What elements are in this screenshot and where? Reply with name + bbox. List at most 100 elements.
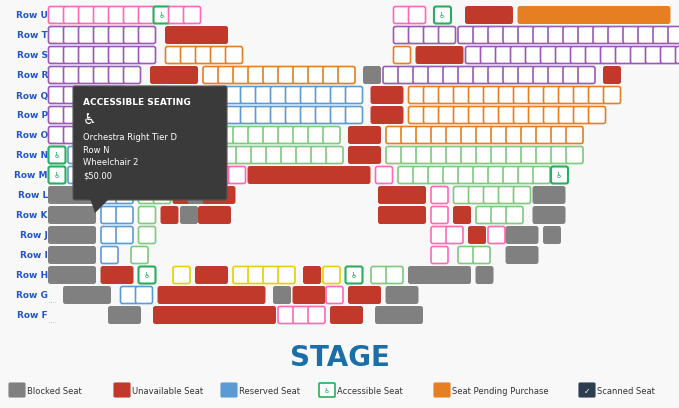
- FancyBboxPatch shape: [278, 67, 295, 84]
- FancyBboxPatch shape: [153, 7, 170, 24]
- FancyBboxPatch shape: [615, 47, 633, 64]
- FancyBboxPatch shape: [188, 286, 205, 304]
- FancyBboxPatch shape: [401, 146, 418, 164]
- FancyBboxPatch shape: [116, 266, 133, 284]
- Text: Row P: Row P: [17, 111, 48, 120]
- FancyBboxPatch shape: [394, 7, 411, 24]
- FancyBboxPatch shape: [548, 186, 565, 204]
- FancyBboxPatch shape: [543, 106, 560, 124]
- FancyBboxPatch shape: [308, 67, 325, 84]
- FancyBboxPatch shape: [653, 27, 670, 44]
- FancyBboxPatch shape: [555, 47, 572, 64]
- FancyBboxPatch shape: [483, 86, 500, 104]
- FancyBboxPatch shape: [371, 86, 388, 104]
- FancyBboxPatch shape: [206, 146, 223, 164]
- FancyBboxPatch shape: [533, 67, 550, 84]
- FancyBboxPatch shape: [551, 166, 568, 184]
- FancyBboxPatch shape: [158, 126, 175, 144]
- Text: Reserved Seat: Reserved Seat: [239, 386, 300, 395]
- FancyBboxPatch shape: [416, 146, 433, 164]
- FancyBboxPatch shape: [196, 47, 213, 64]
- FancyBboxPatch shape: [64, 86, 81, 104]
- FancyBboxPatch shape: [124, 27, 141, 44]
- FancyBboxPatch shape: [278, 306, 295, 324]
- FancyBboxPatch shape: [285, 106, 303, 124]
- FancyBboxPatch shape: [498, 186, 515, 204]
- FancyBboxPatch shape: [79, 246, 96, 264]
- FancyBboxPatch shape: [293, 306, 310, 324]
- FancyBboxPatch shape: [439, 86, 456, 104]
- FancyBboxPatch shape: [173, 186, 190, 204]
- FancyBboxPatch shape: [498, 86, 515, 104]
- FancyBboxPatch shape: [188, 126, 205, 144]
- FancyBboxPatch shape: [304, 266, 320, 284]
- FancyBboxPatch shape: [536, 146, 553, 164]
- FancyBboxPatch shape: [139, 47, 155, 64]
- FancyBboxPatch shape: [559, 86, 576, 104]
- FancyBboxPatch shape: [64, 286, 81, 304]
- FancyBboxPatch shape: [198, 166, 215, 184]
- FancyBboxPatch shape: [548, 206, 565, 224]
- FancyBboxPatch shape: [79, 47, 96, 64]
- FancyBboxPatch shape: [139, 226, 155, 244]
- FancyBboxPatch shape: [173, 126, 190, 144]
- FancyBboxPatch shape: [533, 166, 550, 184]
- FancyBboxPatch shape: [196, 106, 213, 124]
- FancyBboxPatch shape: [548, 67, 565, 84]
- FancyBboxPatch shape: [210, 47, 227, 64]
- FancyBboxPatch shape: [528, 86, 545, 104]
- FancyBboxPatch shape: [124, 7, 141, 24]
- FancyBboxPatch shape: [48, 47, 65, 64]
- FancyBboxPatch shape: [323, 266, 340, 284]
- FancyBboxPatch shape: [166, 47, 183, 64]
- FancyBboxPatch shape: [183, 166, 200, 184]
- FancyBboxPatch shape: [64, 246, 81, 264]
- FancyBboxPatch shape: [383, 67, 400, 84]
- FancyBboxPatch shape: [251, 146, 268, 164]
- Text: ♿: ♿: [143, 271, 151, 281]
- FancyBboxPatch shape: [431, 206, 448, 224]
- FancyBboxPatch shape: [64, 67, 81, 84]
- FancyBboxPatch shape: [348, 286, 365, 304]
- FancyBboxPatch shape: [491, 146, 508, 164]
- FancyBboxPatch shape: [409, 7, 426, 24]
- FancyBboxPatch shape: [94, 86, 111, 104]
- FancyBboxPatch shape: [64, 186, 81, 204]
- FancyBboxPatch shape: [604, 86, 621, 104]
- Text: Accessible Seat: Accessible Seat: [337, 386, 403, 395]
- FancyBboxPatch shape: [79, 226, 96, 244]
- FancyBboxPatch shape: [161, 206, 178, 224]
- FancyBboxPatch shape: [244, 306, 261, 324]
- FancyBboxPatch shape: [600, 47, 617, 64]
- FancyBboxPatch shape: [533, 186, 550, 204]
- FancyBboxPatch shape: [153, 166, 170, 184]
- FancyBboxPatch shape: [181, 47, 198, 64]
- Polygon shape: [90, 198, 110, 213]
- FancyBboxPatch shape: [274, 286, 291, 304]
- FancyBboxPatch shape: [446, 126, 463, 144]
- FancyBboxPatch shape: [488, 27, 505, 44]
- FancyBboxPatch shape: [293, 286, 310, 304]
- FancyBboxPatch shape: [521, 246, 538, 264]
- FancyBboxPatch shape: [64, 266, 81, 284]
- FancyBboxPatch shape: [566, 146, 583, 164]
- FancyBboxPatch shape: [240, 86, 257, 104]
- FancyBboxPatch shape: [331, 106, 348, 124]
- Text: ♿: ♿: [350, 271, 357, 281]
- Text: Scanned Seat: Scanned Seat: [597, 386, 655, 395]
- FancyBboxPatch shape: [151, 86, 168, 104]
- FancyBboxPatch shape: [346, 306, 363, 324]
- FancyBboxPatch shape: [363, 126, 380, 144]
- FancyBboxPatch shape: [496, 7, 513, 24]
- FancyBboxPatch shape: [559, 106, 576, 124]
- Text: ♿: ♿: [54, 171, 60, 180]
- FancyBboxPatch shape: [210, 106, 227, 124]
- FancyBboxPatch shape: [319, 383, 335, 397]
- FancyBboxPatch shape: [574, 106, 591, 124]
- FancyBboxPatch shape: [503, 67, 520, 84]
- FancyBboxPatch shape: [526, 47, 543, 64]
- FancyBboxPatch shape: [248, 67, 265, 84]
- FancyBboxPatch shape: [109, 67, 126, 84]
- FancyBboxPatch shape: [173, 286, 190, 304]
- FancyBboxPatch shape: [79, 286, 96, 304]
